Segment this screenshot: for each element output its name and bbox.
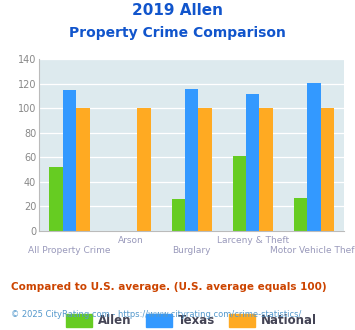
- Bar: [260, 109, 273, 231]
- Text: Arson: Arson: [118, 236, 143, 245]
- Bar: [49, 167, 63, 231]
- Bar: [137, 109, 151, 231]
- Bar: [321, 109, 334, 231]
- Text: Motor Vehicle Theft: Motor Vehicle Theft: [270, 246, 355, 255]
- Text: 2019 Allen: 2019 Allen: [132, 3, 223, 18]
- Text: All Property Crime: All Property Crime: [28, 246, 111, 255]
- Legend: Allen, Texas, National: Allen, Texas, National: [62, 309, 322, 330]
- Bar: [307, 83, 321, 231]
- Bar: [76, 109, 90, 231]
- Text: Burglary: Burglary: [173, 246, 211, 255]
- Bar: [185, 89, 198, 231]
- Text: Larceny & Theft: Larceny & Theft: [217, 236, 289, 245]
- Text: © 2025 CityRating.com - https://www.cityrating.com/crime-statistics/: © 2025 CityRating.com - https://www.city…: [11, 310, 301, 319]
- Bar: [63, 90, 76, 231]
- Bar: [294, 198, 307, 231]
- Bar: [246, 94, 260, 231]
- Text: Compared to U.S. average. (U.S. average equals 100): Compared to U.S. average. (U.S. average …: [11, 282, 326, 292]
- Bar: [198, 109, 212, 231]
- Bar: [171, 199, 185, 231]
- Bar: [233, 156, 246, 231]
- Text: Property Crime Comparison: Property Crime Comparison: [69, 26, 286, 40]
